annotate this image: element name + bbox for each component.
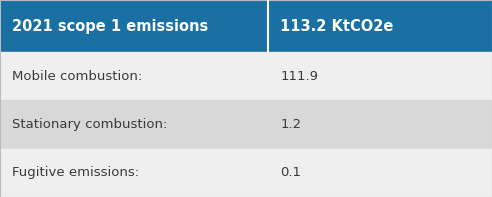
Bar	[268, 0, 492, 52]
Text: 113.2 KtCO2e: 113.2 KtCO2e	[280, 19, 394, 34]
Bar	[0, 52, 268, 100]
Text: Stationary combustion:: Stationary combustion:	[12, 118, 168, 131]
Text: Fugitive emissions:: Fugitive emissions:	[12, 166, 139, 179]
Bar	[0, 0, 268, 52]
Bar	[268, 149, 492, 197]
Bar	[268, 100, 492, 149]
Text: 111.9: 111.9	[280, 70, 318, 83]
Text: 1.2: 1.2	[280, 118, 302, 131]
Bar	[0, 149, 268, 197]
Text: Mobile combustion:: Mobile combustion:	[12, 70, 143, 83]
Text: 2021 scope 1 emissions: 2021 scope 1 emissions	[12, 19, 209, 34]
Bar	[0, 100, 268, 149]
Bar	[268, 52, 492, 100]
Text: 0.1: 0.1	[280, 166, 302, 179]
